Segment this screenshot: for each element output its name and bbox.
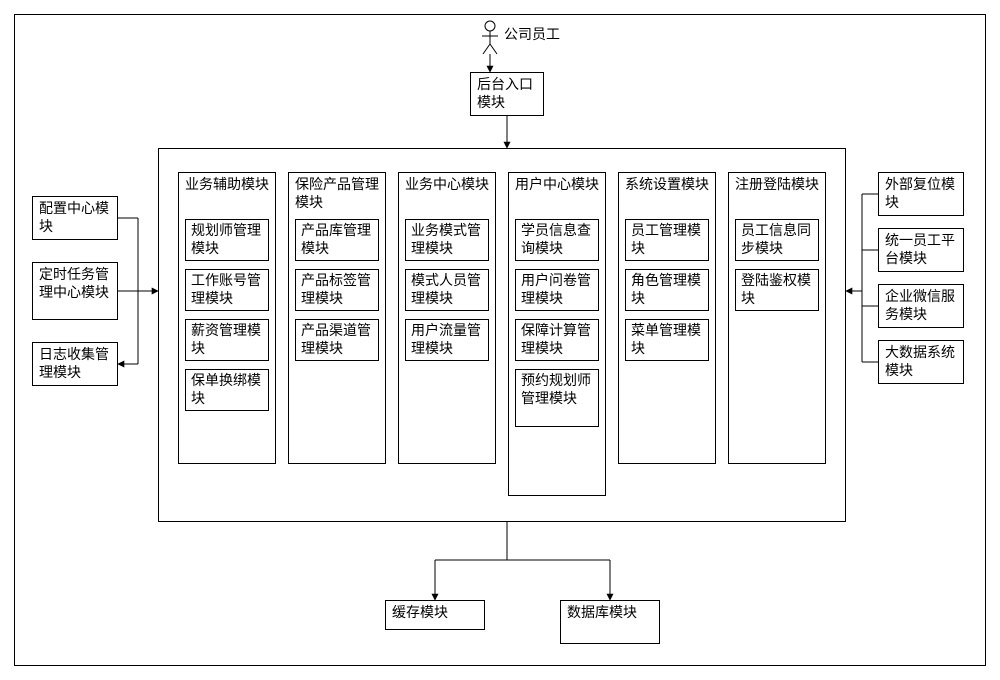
- column-6-title: 注册登陆模块: [735, 177, 819, 195]
- right-box-2: 大数据系统模块: [878, 340, 964, 384]
- column-1: 业务辅助模块 规划师管理模块 工作账号管理模块 薪资管理模块 保单换绑模块: [178, 172, 276, 464]
- column-2-title: 保险产品管理模块: [295, 177, 379, 212]
- left-box-2: 日志收集管理模块: [32, 342, 118, 386]
- right-header-box: 外部复位模块: [878, 172, 964, 216]
- right-box-1: 企业微信服务模块: [878, 284, 964, 328]
- column-2: 保险产品管理模块 产品库管理模块 产品标签管理模块 产品渠道管理模块: [288, 172, 386, 464]
- column-5: 系统设置模块 员工管理模块 角色管理模块 菜单管理模块: [618, 172, 716, 464]
- column-3-item-1: 模式人员管理模块: [405, 269, 489, 311]
- column-3-item-2: 用户流量管理模块: [405, 319, 489, 361]
- left-box-0: 配置中心模块: [32, 196, 118, 240]
- diagram-canvas: 公司员工 后台入口模块 业务辅助模块 规划师管理模块 工作账号管理模块 薪资管理…: [0, 0, 1000, 680]
- column-4-item-2: 保障计算管理模块: [515, 319, 599, 361]
- column-3: 业务中心模块 业务模式管理模块 模式人员管理模块 用户流量管理模块: [398, 172, 496, 464]
- db-label: 数据库模块: [567, 605, 637, 623]
- right-header-label: 外部复位模块: [885, 177, 957, 212]
- column-6-item-1: 登陆鉴权模块: [735, 269, 819, 311]
- cache-box: 缓存模块: [385, 600, 485, 630]
- column-6: 注册登陆模块 员工信息同步模块 登陆鉴权模块: [728, 172, 826, 464]
- column-4-item-1: 用户问卷管理模块: [515, 269, 599, 311]
- column-2-item-0: 产品库管理模块: [295, 219, 379, 261]
- column-6-item-0: 员工信息同步模块: [735, 219, 819, 261]
- actor-label: 公司员工: [504, 24, 560, 44]
- column-5-item-1: 角色管理模块: [625, 269, 709, 311]
- column-1-item-0: 规划师管理模块: [185, 219, 269, 261]
- column-2-item-1: 产品标签管理模块: [295, 269, 379, 311]
- left-box-2-label: 日志收集管理模块: [39, 347, 111, 382]
- column-1-item-1: 工作账号管理模块: [185, 269, 269, 311]
- column-2-item-2: 产品渠道管理模块: [295, 319, 379, 361]
- column-4-title: 用户中心模块: [515, 177, 599, 195]
- left-box-1: 定时任务管理中心模块: [32, 262, 118, 320]
- left-box-0-label: 配置中心模块: [39, 201, 111, 236]
- entry-label: 后台入口模块: [477, 77, 537, 112]
- cache-label: 缓存模块: [392, 605, 448, 623]
- column-4-item-0: 学员信息查询模块: [515, 219, 599, 261]
- entry-box: 后台入口模块: [470, 72, 544, 116]
- column-1-item-3: 保单换绑模块: [185, 369, 269, 411]
- column-5-item-0: 员工管理模块: [625, 219, 709, 261]
- column-4-item-3: 预约规划师管理模块: [515, 369, 599, 427]
- column-3-title: 业务中心模块: [405, 177, 489, 195]
- column-3-item-0: 业务模式管理模块: [405, 219, 489, 261]
- column-4: 用户中心模块 学员信息查询模块 用户问卷管理模块 保障计算管理模块 预约规划师管…: [508, 172, 606, 496]
- right-box-0: 统一员工平台模块: [878, 228, 964, 272]
- left-box-1-label: 定时任务管理中心模块: [39, 267, 111, 302]
- right-box-2-label: 大数据系统模块: [885, 345, 957, 380]
- column-1-title: 业务辅助模块: [185, 177, 269, 195]
- right-box-1-label: 企业微信服务模块: [885, 289, 957, 324]
- column-1-item-2: 薪资管理模块: [185, 319, 269, 361]
- db-box: 数据库模块: [560, 600, 660, 644]
- right-box-0-label: 统一员工平台模块: [885, 233, 957, 268]
- column-5-title: 系统设置模块: [625, 177, 709, 195]
- column-5-item-2: 菜单管理模块: [625, 319, 709, 361]
